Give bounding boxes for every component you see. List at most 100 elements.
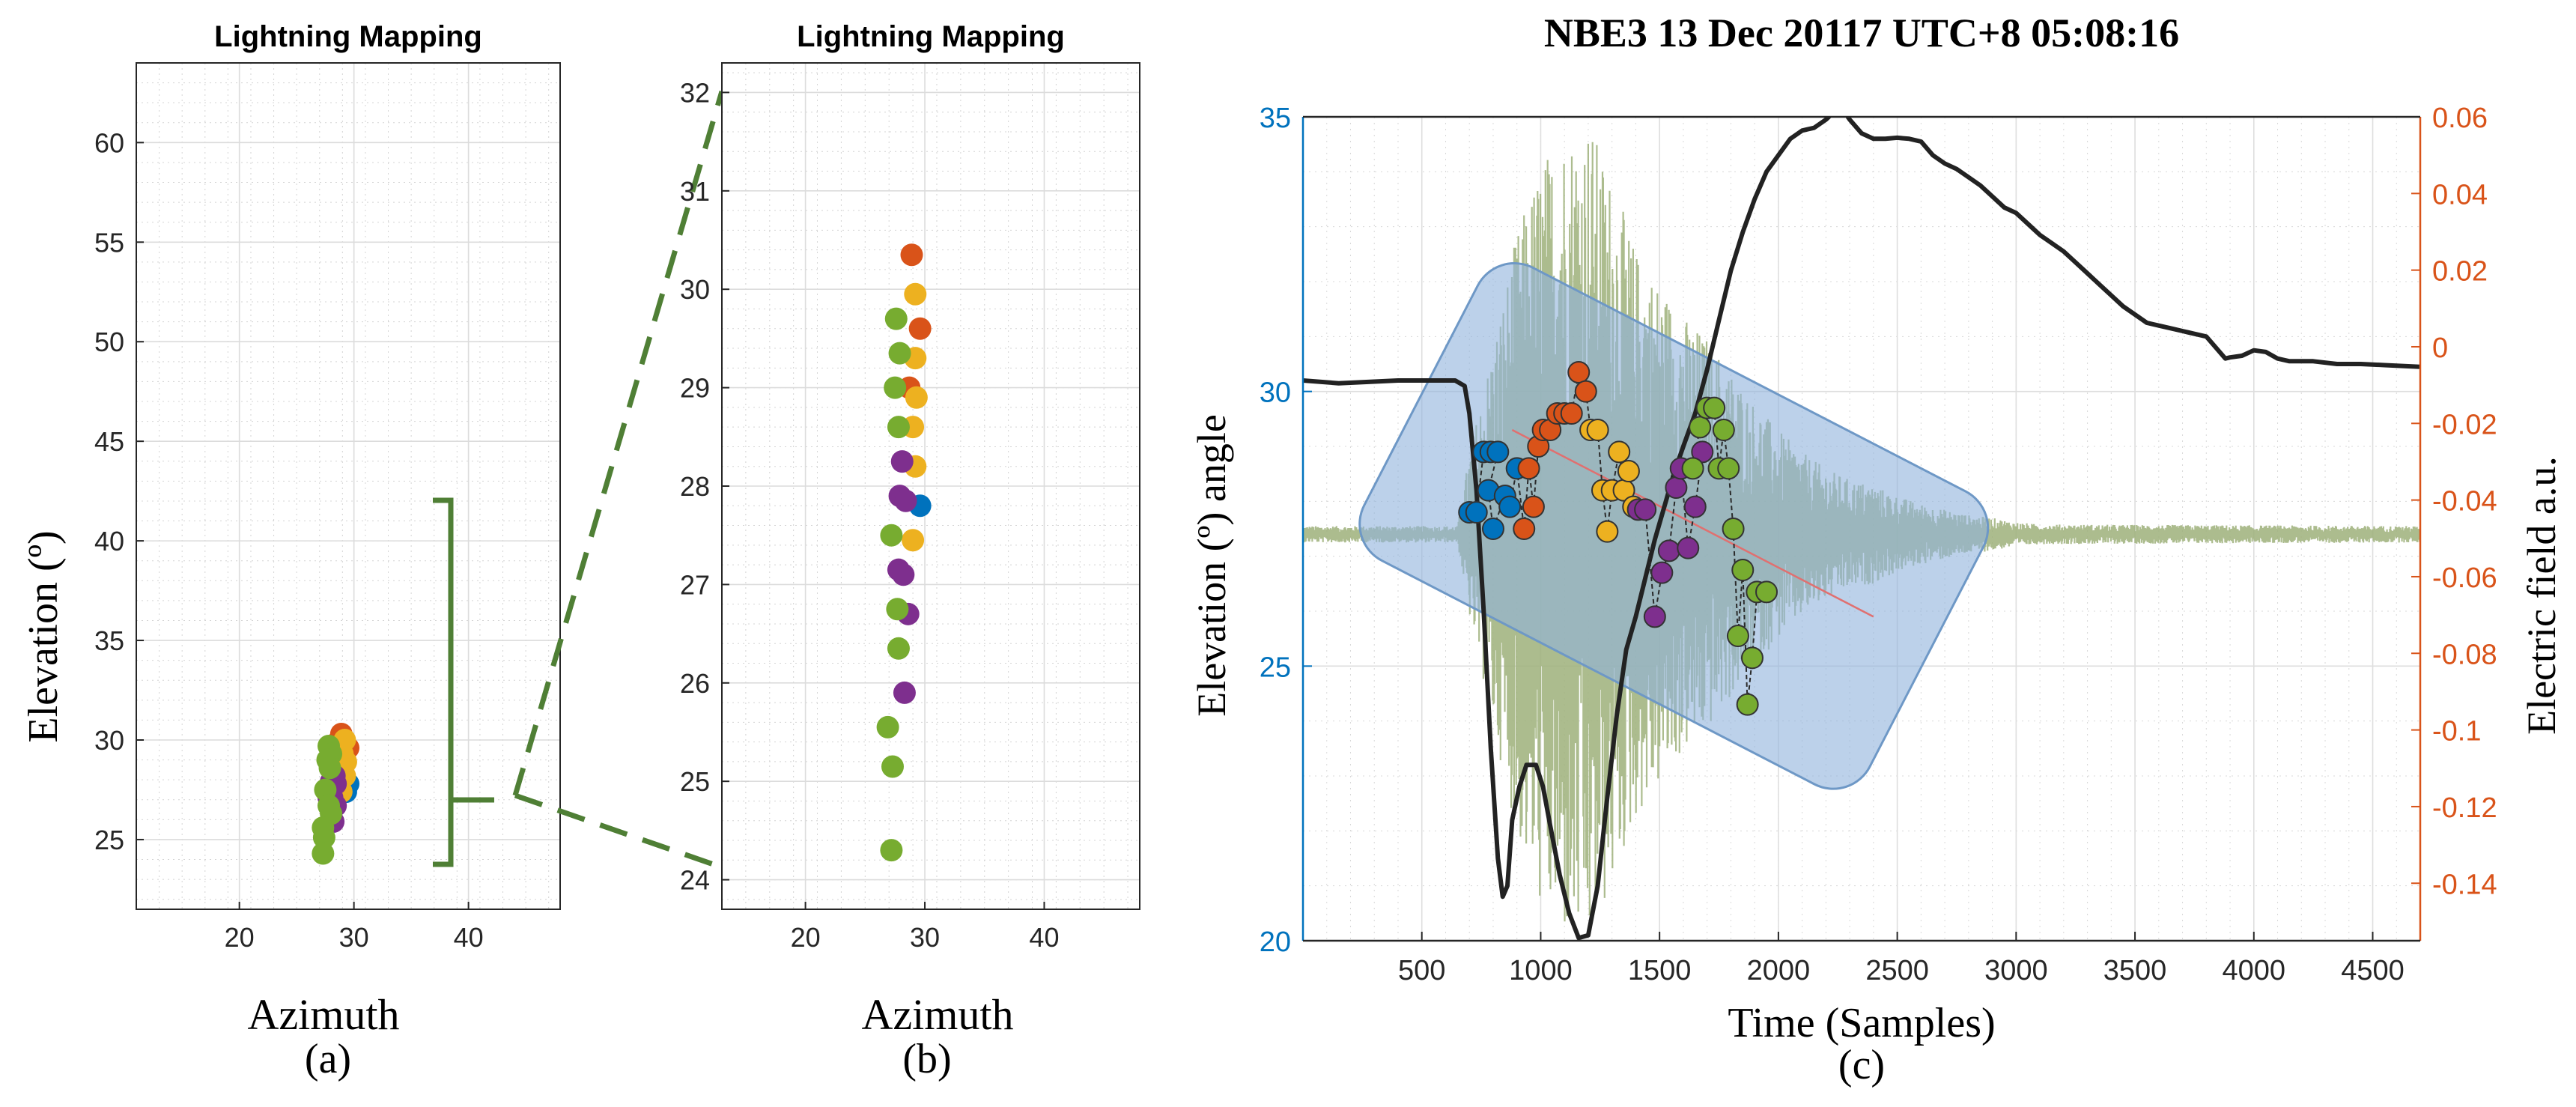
scatter-point-group5: [884, 376, 907, 399]
y-tick-label: 45: [94, 426, 124, 457]
scatter-point-group5: [880, 839, 903, 862]
elevation-point: [1617, 460, 1640, 482]
elevation-connector: [1644, 509, 1656, 617]
y-right-tick-label: 0: [2432, 333, 2448, 364]
elevation-point: [1481, 518, 1504, 540]
y-right-tick-label: -0.14: [2432, 869, 2497, 900]
y-left-tick-label: 35: [1260, 103, 1291, 134]
y-tick-label: 28: [680, 471, 710, 502]
scatter-point-group3: [904, 282, 927, 306]
x-tick-label: 20: [791, 922, 821, 953]
elevation-point: [1465, 501, 1488, 524]
x-tick-label: 2000: [1747, 955, 1811, 986]
panel-b-points: [876, 243, 932, 862]
y-tick-label: 24: [680, 865, 710, 896]
elevation-point: [1703, 396, 1726, 419]
panel-a-xlabel: Azimuth: [248, 990, 400, 1039]
elevation-point: [1691, 440, 1714, 464]
scatter-point-group5: [887, 416, 910, 439]
panel-b-caption: (b): [902, 1036, 951, 1082]
y-right-tick-label: 0.02: [2432, 256, 2488, 288]
scatter-point-group5: [884, 307, 908, 330]
y-right-tick-label: -0.06: [2432, 562, 2497, 594]
elevation-point: [1560, 402, 1583, 425]
panel-a-title: Lightning Mapping: [214, 20, 482, 53]
y-tick-label: 55: [94, 227, 124, 258]
x-tick-label: 4500: [2341, 955, 2405, 986]
elevation-point: [1665, 476, 1688, 499]
elevation-point: [1567, 361, 1591, 383]
panel-a-grid: [136, 62, 560, 909]
elevation-point: [1596, 520, 1619, 543]
x-tick-label: 30: [910, 922, 940, 953]
x-tick-label: 4000: [2223, 955, 2286, 986]
y-tick-label: 31: [680, 176, 710, 207]
elevation-connector: [1732, 528, 1739, 637]
scatter-point-group5: [886, 598, 909, 621]
y-tick-label: 40: [94, 526, 124, 556]
x-tick-label: 3500: [2103, 955, 2167, 986]
panel-c-points: [1458, 361, 1778, 716]
y-tick-label: 25: [94, 825, 124, 855]
elevation-point: [1513, 518, 1536, 540]
y-tick-label: 29: [680, 373, 710, 404]
panel-a-ticks: 20 30 40 25 30 35 40 45 50 55 60: [94, 127, 484, 953]
elevation-point: [1683, 495, 1707, 518]
elevation-point: [1608, 440, 1631, 464]
scatter-point-group2: [908, 317, 932, 340]
panel-a: 20 30 40 25 30 35 40 45 50 55 60 Lightning Mapping…: [20, 20, 561, 1082]
scatter-point-group4: [892, 563, 915, 586]
elevation-point: [1740, 646, 1764, 670]
y-right-tick-label: -0.1: [2432, 716, 2481, 747]
scatter-point-group5: [880, 524, 903, 547]
y-tick-label: 60: [94, 127, 124, 158]
elevation-point: [1712, 419, 1735, 441]
y-tick-label: 50: [94, 327, 124, 357]
scatter-point-group3: [905, 386, 928, 409]
scatter-point-group3: [902, 529, 925, 552]
scatter-point-group5: [888, 342, 911, 365]
y-tick-label: 35: [94, 625, 124, 656]
panel-a-frame: [136, 62, 561, 910]
x-tick-label: 20: [225, 922, 255, 953]
panel-c-highlight-box: [1358, 262, 1990, 790]
elevation-point: [1522, 495, 1545, 518]
elevation-point: [1736, 693, 1759, 716]
scatter-point-group5: [881, 755, 904, 778]
elevation-point: [1517, 457, 1540, 480]
x-tick-label: 1500: [1628, 955, 1692, 986]
y-right-tick-label: 0.04: [2432, 179, 2488, 210]
y-left-tick-label: 25: [1260, 652, 1291, 683]
scatter-point-group4: [893, 681, 916, 704]
scatter-point-group5: [876, 715, 899, 738]
zoom-connector: [433, 91, 725, 870]
panel-a-points: [312, 723, 359, 865]
scatter-point-group5: [312, 826, 335, 849]
x-tick-label: 2500: [1865, 955, 1929, 986]
y-right-tick-label: -0.08: [2432, 639, 2497, 670]
panel-b-grid: [721, 63, 1140, 909]
y-tick-label: 30: [94, 725, 124, 756]
scatter-point-group4: [894, 489, 917, 512]
panel-c: 500 1000 1500 2000 2500 3000 3500 4000 4500 20 25 3…: [1189, 10, 2564, 1088]
scatter-point-group2: [900, 243, 923, 267]
zoom-line-lower: [514, 792, 723, 870]
elevation-point: [1726, 625, 1749, 647]
elevation-point: [1634, 498, 1657, 521]
elevation-point: [1722, 518, 1745, 540]
elevation-point: [1681, 457, 1704, 480]
y-right-tick-label: -0.04: [2432, 486, 2497, 518]
y-left-tick-label: 30: [1260, 377, 1291, 409]
panel-a-caption: (a): [305, 1036, 351, 1082]
y-right-tick-label: -0.12: [2432, 792, 2497, 824]
elevation-point: [1486, 440, 1510, 464]
zoom-bracket: [433, 497, 454, 867]
y-tick-label: 26: [680, 668, 710, 699]
panel-b-xlabel: Azimuth: [862, 990, 1014, 1039]
y-right-tick-label: -0.02: [2432, 409, 2497, 440]
elevation-point: [1643, 605, 1666, 628]
elevation-point: [1574, 380, 1597, 403]
elevation-point: [1657, 539, 1680, 562]
scatter-point-group5: [887, 637, 910, 660]
